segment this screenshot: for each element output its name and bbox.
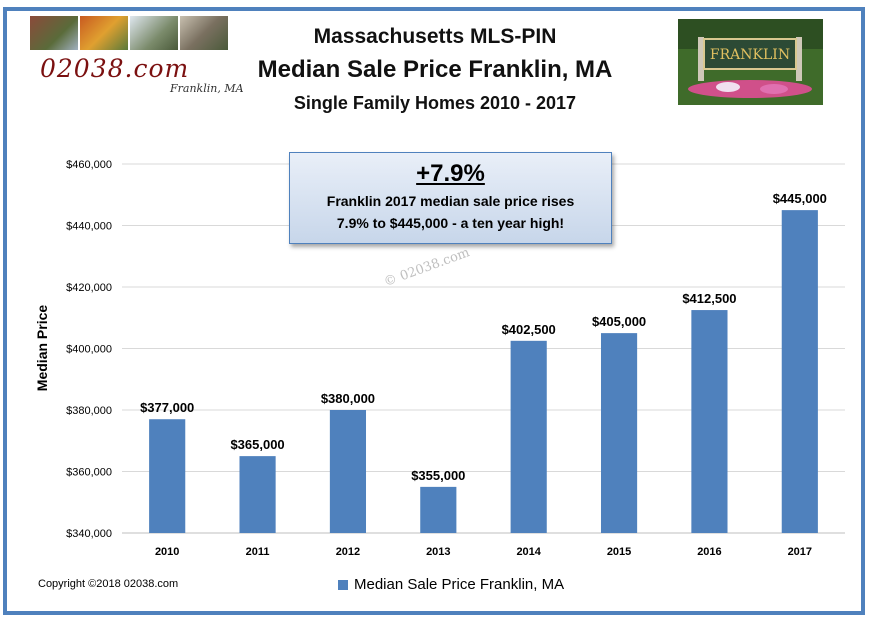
bar-2010 [149, 419, 186, 533]
bar-2015 [600, 333, 638, 533]
chart-titles: Massachusetts MLS-PIN Median Sale Price … [240, 22, 630, 118]
chart-title-line2: Median Sale Price Franklin, MA [257, 56, 613, 83]
y-tick-label: $400,000 [66, 344, 112, 356]
data-label-2013: $355,000 [411, 468, 465, 483]
data-label-2017: $445,000 [773, 191, 827, 206]
x-tick-label: 2012 [336, 546, 360, 558]
data-label-2011: $365,000 [230, 437, 284, 452]
y-tick-label: $360,000 [66, 467, 112, 479]
bars [149, 210, 818, 533]
chart-title-line1: Massachusetts MLS-PIN [313, 25, 557, 48]
callout-line2: 7.9% to $445,000 - a ten year high! [336, 215, 565, 231]
data-label-2010: $377,000 [140, 400, 194, 415]
svg-text:FRANKLIN: FRANKLIN [710, 47, 790, 63]
x-tick-label: 2016 [697, 546, 721, 558]
x-tick-label: 2014 [516, 546, 541, 558]
copyright-text: Copyright ©2018 02038.com [38, 578, 179, 590]
callout-headline: +7.9% [416, 160, 485, 187]
legend: Median Sale Price Franklin, MA [338, 576, 564, 593]
y-axis-label: Median Price [34, 305, 50, 392]
photo-strip [30, 16, 228, 50]
callout-line1: Franklin 2017 median sale price rises [326, 193, 575, 209]
data-label-2012: $380,000 [321, 391, 375, 406]
data-label-2016: $412,500 [682, 291, 736, 306]
x-tick-label: 2010 [155, 546, 179, 558]
autumn-trees-photo [80, 16, 128, 50]
bar-2012 [329, 410, 367, 533]
legend-swatch [338, 579, 348, 590]
bar-2011 [239, 456, 276, 533]
y-tick-label: $340,000 [66, 528, 112, 540]
y-tick-label: $460,000 [66, 159, 112, 171]
x-tick-label: 2011 [246, 546, 270, 558]
church-photo [130, 16, 178, 50]
site-logo-subtitle: Franklin, MA [170, 82, 244, 95]
y-axis-ticks: $340,000 $360,000 $380,000 $400,000 $420,000… [66, 159, 112, 540]
x-axis-ticks: 2010 2011 2012 2013 2014 2015 2016 2017 [155, 546, 812, 558]
house-photo [30, 16, 78, 50]
data-label-2014: $402,500 [502, 322, 556, 337]
data-label-2015: $405,000 [592, 314, 646, 329]
monument-photo [180, 16, 228, 50]
x-tick-label: 2017 [788, 546, 812, 558]
franklin-sign-photo: FRANKLIN [678, 19, 823, 105]
x-tick-label: 2015 [607, 546, 631, 558]
site-logo: 02038.com [40, 54, 190, 83]
data-labels: $377,000 $365,000 $380,000 $355,000 $402,500… [140, 191, 827, 483]
legend-label: Median Sale Price Franklin, MA [354, 576, 565, 593]
bar-2013 [420, 486, 457, 533]
bar-2014 [510, 340, 547, 533]
x-tick-label: 2013 [426, 546, 450, 558]
y-tick-label: $380,000 [66, 405, 112, 417]
bar-2016 [691, 310, 728, 533]
bar-2017 [781, 210, 818, 533]
chart-title-line3: Single Family Homes 2010 - 2017 [293, 93, 577, 113]
y-tick-label: $420,000 [66, 282, 112, 294]
callout-box: +7.9% Franklin 2017 median sale price ri… [289, 152, 612, 244]
y-tick-label: $440,000 [66, 221, 112, 233]
